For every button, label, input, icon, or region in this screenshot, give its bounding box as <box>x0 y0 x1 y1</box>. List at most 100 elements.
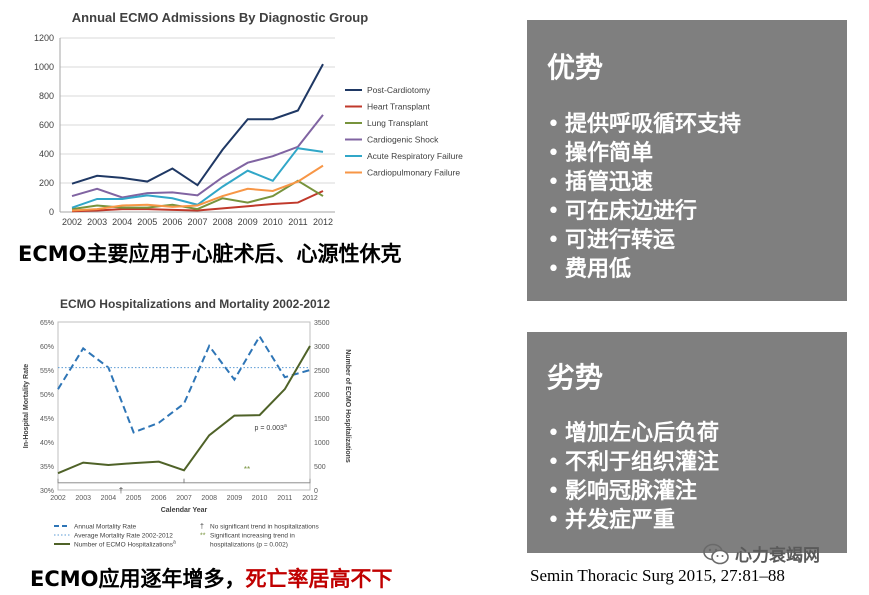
note-star-text-1: Significant increasing trend in <box>210 533 295 540</box>
chart1-title: Annual ECMO Admissions By Diagnostic Gro… <box>71 10 369 25</box>
double-star-mark: ** <box>244 465 250 474</box>
y2-axis-label: Number of ECMO Hospitalizations <box>344 349 351 463</box>
x-tick-label: 2006 <box>162 217 182 227</box>
x-tick-label: 2007 <box>187 217 207 227</box>
x-tick-label: 2006 <box>151 495 167 502</box>
y-tick-label: 55% <box>40 368 54 375</box>
x-tick-label: 2004 <box>101 495 117 502</box>
note-dagger-text: No significant trend in hospitalizations <box>210 524 320 531</box>
x-tick-label: 2010 <box>263 217 283 227</box>
disadvantage-item: 并发症严重 <box>533 506 843 535</box>
caption-bottom: ECMO应用逐年增多，死亡率居高不下 <box>30 563 393 593</box>
x-tick-label: 2011 <box>288 217 307 227</box>
advantage-item: 费用低 <box>533 255 843 284</box>
y-tick-label: 600 <box>39 120 54 130</box>
y2-tick-label: 1000 <box>314 440 330 447</box>
y-tick-label: 200 <box>39 178 54 188</box>
advantage-item: 可在床边进行 <box>533 197 843 226</box>
y-tick-label: 65% <box>40 320 54 327</box>
y-tick-label: 40% <box>40 440 54 447</box>
disadvantages-panel: 劣势 增加左心后负荷不利于组织灌注影响冠脉灌注并发症严重 <box>527 332 847 553</box>
note-dagger-symbol: † <box>200 524 204 531</box>
x-tick-label: 2005 <box>137 217 157 227</box>
bracket-2002-2007 <box>57 478 185 484</box>
note-star-text-2: hospitalizations (p = 0.002) <box>210 542 288 549</box>
watermark: 心力衰竭网 <box>703 541 820 566</box>
legend-label: Acute Respiratory Failure <box>367 151 463 161</box>
y-tick-label: 35% <box>40 464 54 471</box>
legend-label: Lung Transplant <box>367 118 429 128</box>
y-tick-label: 30% <box>40 488 54 495</box>
x-tick-label: 2010 <box>252 495 268 502</box>
disadvantage-item: 不利于组织灌注 <box>533 448 843 477</box>
advantage-item: 操作简单 <box>533 139 843 168</box>
legend-label: Cardiopulmonary Failure <box>367 168 460 178</box>
x-tick-label: 2002 <box>50 495 66 502</box>
series-line <box>71 63 324 187</box>
y2-tick-label: 2000 <box>314 392 330 399</box>
disadvantages-title: 劣势 <box>547 361 604 394</box>
y-tick-label: 50% <box>40 392 54 399</box>
chart2-title: ECMO Hospitalizations and Mortality 2002… <box>59 297 331 311</box>
series-line <box>57 345 311 475</box>
x-tick-label: 2003 <box>75 495 91 502</box>
note-star-symbol: ** <box>200 533 206 540</box>
x-tick-label: 2008 <box>213 217 233 227</box>
y-tick-label: 1200 <box>34 33 54 43</box>
p-value-label: p = 0.003a <box>255 423 287 432</box>
x-tick-label: 2002 <box>62 217 82 227</box>
legend-label: Annual Mortality Rate <box>74 524 137 531</box>
p-value-superscript: a <box>284 423 287 429</box>
x-tick-label: 2009 <box>227 495 243 502</box>
legend-label: Heart Transplant <box>367 102 430 112</box>
legend-label: Cardiogenic Shock <box>367 135 439 145</box>
caption-top: ECMO主要应用于心脏术后、心源性休克 <box>18 242 402 266</box>
admissions-chart: 0 200 400 600 800 1000 1200 2002 2003 2004 2005 200… <box>34 33 463 227</box>
y2-tick-label: 0 <box>314 488 318 495</box>
disadvantage-item: 增加左心后负荷 <box>533 419 843 448</box>
x-tick-label: 2007 <box>176 495 192 502</box>
x-tick-label: 2011 <box>277 495 292 502</box>
y2-tick-label: 500 <box>314 464 326 471</box>
wechat-icon <box>703 543 729 565</box>
x-tick-label: 2009 <box>238 217 258 227</box>
disadvantages-list: 增加左心后负荷不利于组织灌注影响冠脉灌注并发症严重 <box>533 419 843 535</box>
x-tick-label: 2003 <box>87 217 107 227</box>
y2-tick-label: 1500 <box>314 416 330 423</box>
series-line <box>71 114 324 199</box>
x-tick-label: 2004 <box>112 217 132 227</box>
y2-tick-label: 3000 <box>314 344 330 351</box>
advantages-list: 提供呼吸循环支持操作简单插管迅速可在床边进行可进行转运费用低 <box>533 110 843 284</box>
series-line <box>71 164 324 212</box>
x-tick-label: 2012 <box>313 217 333 227</box>
advantage-item: 提供呼吸循环支持 <box>533 110 843 139</box>
x-tick-label: 2008 <box>201 495 217 502</box>
legend-label: Post-Cardiotomy <box>367 85 431 95</box>
caption-bottom-black: ECMO应用逐年增多， <box>30 567 246 591</box>
y-tick-label: 0 <box>49 207 54 217</box>
watermark-text: 心力衰竭网 <box>735 546 820 566</box>
advantages-title: 优势 <box>547 51 604 84</box>
dagger-mark: † <box>119 486 123 495</box>
y2-tick-label: 2500 <box>314 368 330 375</box>
series-line <box>71 147 324 209</box>
x-tick-label: 2012 <box>302 495 318 502</box>
advantage-item: 插管迅速 <box>533 168 843 197</box>
y-tick-label: 60% <box>40 344 54 351</box>
y-tick-label: 800 <box>39 91 54 101</box>
advantage-item: 可进行转运 <box>533 226 843 255</box>
x-axis-label: Calendar Year <box>161 507 208 514</box>
y-tick-label: 45% <box>40 416 54 423</box>
hospitalizations-chart: 30% 35% 40% 45% 50% 55% 60% 65% 0 500 1000 1500 2000… <box>23 320 351 549</box>
bracket-2007-2012 <box>183 478 311 484</box>
y2-tick-label: 3500 <box>314 320 330 327</box>
legend-label: Average Mortality Rate 2002-2012 <box>74 533 173 540</box>
y-tick-label: 1000 <box>34 62 54 72</box>
legend-label: Number of ECMO Hospitalizationsa <box>74 540 176 549</box>
reference-citation: Semin Thoracic Surg 2015, 27:81–88 <box>530 566 785 585</box>
series-line <box>57 334 311 434</box>
series-line <box>71 190 324 213</box>
advantages-panel: 优势 提供呼吸循环支持操作简单插管迅速可在床边进行可进行转运费用低 <box>527 20 847 301</box>
disadvantage-item: 影响冠脉灌注 <box>533 477 843 506</box>
x-tick-label: 2005 <box>126 495 142 502</box>
